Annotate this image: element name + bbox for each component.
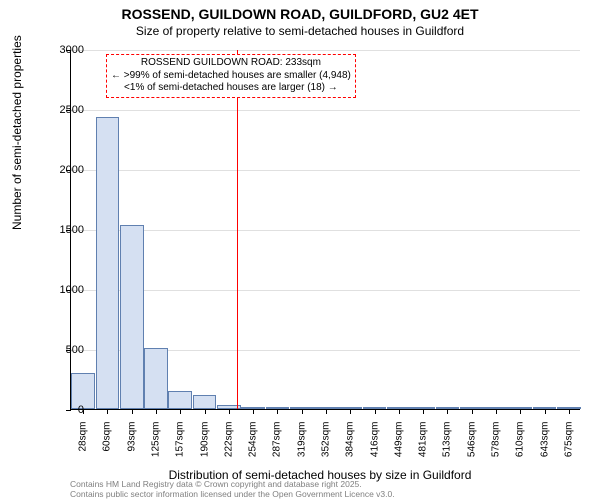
chart-container: ROSSEND, GUILDOWN ROAD, GUILDFORD, GU2 4… (0, 0, 600, 500)
xtick-mark (205, 409, 206, 414)
xtick-label: 28sqm (78, 422, 89, 472)
xtick-mark (132, 409, 133, 414)
xtick-label: 416sqm (369, 422, 380, 472)
xtick-label: 610sqm (515, 422, 526, 472)
xtick-mark (496, 409, 497, 414)
xtick-mark (107, 409, 108, 414)
histogram-bar (193, 395, 217, 409)
xtick-label: 384sqm (345, 422, 356, 472)
xtick-label: 287sqm (272, 422, 283, 472)
xtick-label: 125sqm (151, 422, 162, 472)
xtick-label: 157sqm (175, 422, 186, 472)
annotation-line: <1% of semi-detached houses are larger (… (111, 82, 351, 95)
xtick-mark (350, 409, 351, 414)
ytick-label: 500 (44, 344, 84, 356)
xtick-mark (229, 409, 230, 414)
xtick-mark (253, 409, 254, 414)
xtick-label: 675sqm (563, 422, 574, 472)
xtick-mark (423, 409, 424, 414)
plot-area: 28sqm60sqm93sqm125sqm157sqm190sqm222sqm2… (70, 50, 580, 410)
chart-subtitle: Size of property relative to semi-detach… (0, 22, 600, 38)
xtick-label: 578sqm (491, 422, 502, 472)
ytick-label: 2500 (44, 104, 84, 116)
footer-attribution: Contains HM Land Registry data © Crown c… (70, 480, 395, 499)
xtick-mark (302, 409, 303, 414)
marker-line (237, 50, 238, 409)
gridline (71, 50, 580, 51)
y-axis-label: Number of semi-detached properties (10, 35, 24, 230)
xtick-mark (545, 409, 546, 414)
xtick-mark (447, 409, 448, 414)
xtick-label: 60sqm (102, 422, 113, 472)
ytick-label: 3000 (44, 44, 84, 56)
chart-title: ROSSEND, GUILDOWN ROAD, GUILDFORD, GU2 4… (0, 0, 600, 22)
xtick-label: 190sqm (199, 422, 210, 472)
ytick-label: 2000 (44, 164, 84, 176)
xtick-label: 481sqm (418, 422, 429, 472)
xtick-label: 254sqm (248, 422, 259, 472)
annotation-line: ROSSEND GUILDOWN ROAD: 233sqm (111, 57, 351, 70)
xtick-label: 643sqm (539, 422, 550, 472)
xtick-label: 352sqm (321, 422, 332, 472)
xtick-label: 222sqm (223, 422, 234, 472)
xtick-label: 513sqm (442, 422, 453, 472)
footer-line2: Contains public sector information licen… (70, 490, 395, 499)
ytick-label: 1500 (44, 224, 84, 236)
xtick-label: 319sqm (296, 422, 307, 472)
histogram-bar (96, 117, 120, 409)
gridline (71, 230, 580, 231)
xtick-mark (472, 409, 473, 414)
xtick-mark (180, 409, 181, 414)
annotation-line: ← >99% of semi-detached houses are small… (111, 70, 351, 83)
xtick-label: 449sqm (393, 422, 404, 472)
xtick-mark (520, 409, 521, 414)
xtick-mark (399, 409, 400, 414)
xtick-mark (569, 409, 570, 414)
histogram-bar (120, 225, 144, 409)
xtick-mark (277, 409, 278, 414)
xtick-label: 546sqm (466, 422, 477, 472)
xtick-mark (326, 409, 327, 414)
gridline (71, 170, 580, 171)
histogram-bar (144, 348, 168, 409)
annotation-box: ROSSEND GUILDOWN ROAD: 233sqm← >99% of s… (106, 54, 356, 98)
xtick-label: 93sqm (126, 422, 137, 472)
ytick-label: 1000 (44, 284, 84, 296)
xtick-mark (156, 409, 157, 414)
ytick-label: 0 (44, 404, 84, 416)
histogram-bar (168, 391, 192, 409)
plot-inner: 28sqm60sqm93sqm125sqm157sqm190sqm222sqm2… (70, 50, 580, 410)
gridline (71, 110, 580, 111)
gridline (71, 290, 580, 291)
xtick-mark (375, 409, 376, 414)
